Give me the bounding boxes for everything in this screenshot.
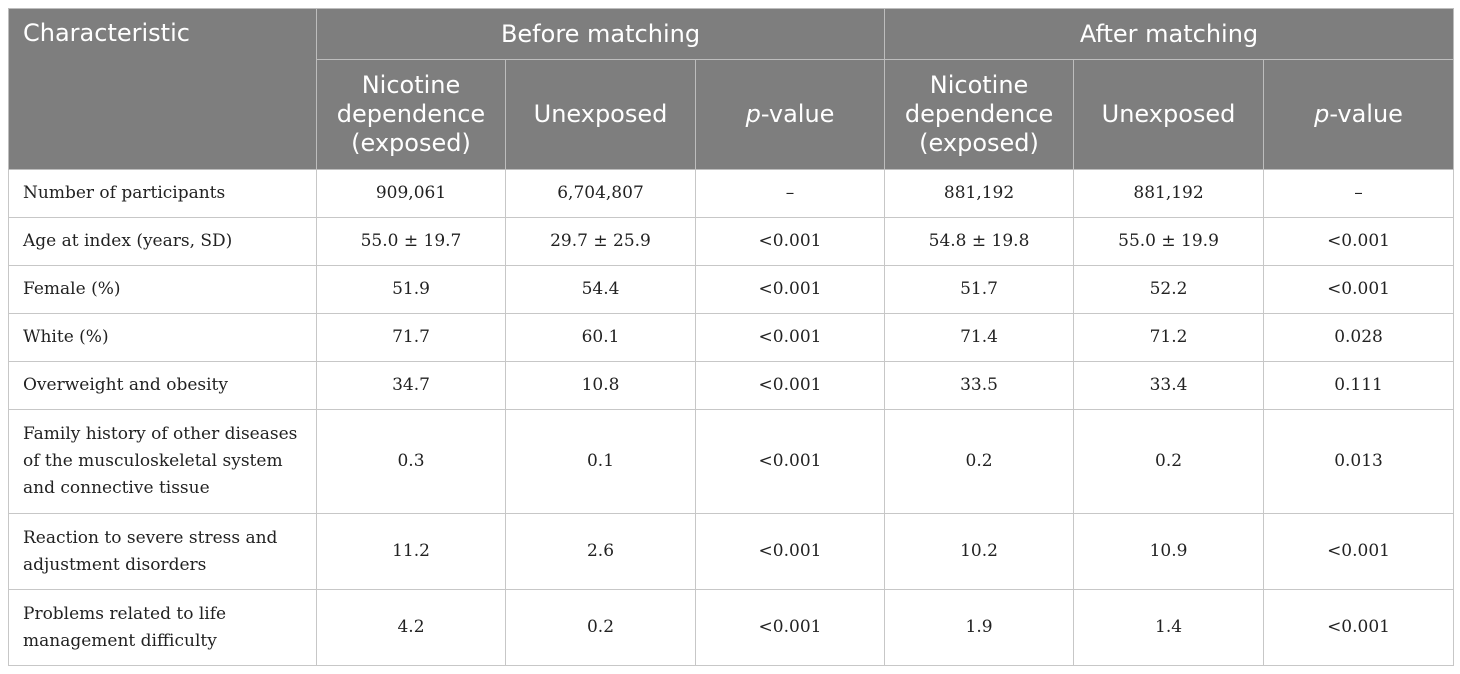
cell-before-unexposed: 0.1 bbox=[505, 409, 696, 514]
cell-before-p: <0.001 bbox=[694, 265, 886, 314]
cell-after-unexposed: 1.4 bbox=[1073, 589, 1265, 666]
table-row: Family history of other diseases of the … bbox=[8, 409, 1455, 514]
header-after-matching: After matching bbox=[884, 8, 1455, 60]
row-label: Problems related to life management diff… bbox=[8, 589, 317, 666]
cell-after-unexposed: 881,192 bbox=[1073, 169, 1265, 218]
row-label: Number of participants bbox=[8, 169, 317, 218]
cell-after-p: <0.001 bbox=[1263, 265, 1455, 314]
cell-before-unexposed: 60.1 bbox=[505, 313, 696, 362]
row-label: Family history of other diseases of the … bbox=[8, 409, 317, 514]
cell-before-exposed: 909,061 bbox=[316, 169, 506, 218]
p-rest: -value bbox=[1329, 100, 1403, 128]
cell-after-unexposed: 33.4 bbox=[1073, 361, 1265, 410]
characteristics-table: Characteristic Before matching After mat… bbox=[8, 8, 1455, 666]
cell-before-p: – bbox=[694, 169, 886, 218]
cell-after-p: – bbox=[1263, 169, 1455, 218]
cell-after-exposed: 71.4 bbox=[884, 313, 1075, 362]
row-label: Overweight and obesity bbox=[8, 361, 317, 410]
table-row: Reaction to severe stress and adjustment… bbox=[8, 513, 1455, 590]
cell-before-exposed: 51.9 bbox=[316, 265, 506, 314]
cell-before-exposed: 71.7 bbox=[316, 313, 506, 362]
p-italic: p bbox=[1314, 100, 1330, 128]
table-row: Female (%) 51.9 54.4 <0.001 51.7 52.2 <0… bbox=[8, 265, 1455, 314]
cell-after-unexposed: 71.2 bbox=[1073, 313, 1265, 362]
table-row: Age at index (years, SD) 55.0 ± 19.7 29.… bbox=[8, 217, 1455, 266]
header-characteristic: Characteristic bbox=[8, 8, 317, 170]
cell-before-unexposed: 10.8 bbox=[505, 361, 696, 410]
cell-after-unexposed: 55.0 ± 19.9 bbox=[1073, 217, 1265, 266]
cell-after-p: 0.028 bbox=[1263, 313, 1455, 362]
cell-before-p: <0.001 bbox=[694, 313, 886, 362]
cell-before-p: <0.001 bbox=[694, 409, 886, 514]
p-italic: p bbox=[745, 100, 761, 128]
cell-after-exposed: 1.9 bbox=[884, 589, 1075, 666]
cell-after-unexposed: 52.2 bbox=[1073, 265, 1265, 314]
header-after-exposed: Nicotine dependence (exposed) bbox=[884, 59, 1075, 170]
cell-before-p: <0.001 bbox=[694, 217, 886, 266]
row-label: Female (%) bbox=[8, 265, 317, 314]
header-after-unexposed: Unexposed bbox=[1073, 59, 1265, 170]
cell-before-exposed: 0.3 bbox=[316, 409, 506, 514]
cell-before-p: <0.001 bbox=[694, 361, 886, 410]
table-row: White (%) 71.7 60.1 <0.001 71.4 71.2 0.0… bbox=[8, 313, 1455, 362]
cell-before-exposed: 4.2 bbox=[316, 589, 506, 666]
table-row: Overweight and obesity 34.7 10.8 <0.001 … bbox=[8, 361, 1455, 410]
cell-before-unexposed: 2.6 bbox=[505, 513, 696, 590]
cell-after-unexposed: 0.2 bbox=[1073, 409, 1265, 514]
cell-before-unexposed: 6,704,807 bbox=[505, 169, 696, 218]
cell-before-exposed: 55.0 ± 19.7 bbox=[316, 217, 506, 266]
p-rest: -value bbox=[760, 100, 835, 128]
cell-before-exposed: 11.2 bbox=[316, 513, 506, 590]
cell-after-p: <0.001 bbox=[1263, 217, 1455, 266]
header-before-unexposed: Unexposed bbox=[505, 59, 696, 170]
header-before-p-value: p-value bbox=[694, 59, 886, 170]
row-label: Age at index (years, SD) bbox=[8, 217, 317, 266]
cell-before-p: <0.001 bbox=[694, 513, 886, 590]
cell-after-exposed: 33.5 bbox=[884, 361, 1075, 410]
cell-after-unexposed: 10.9 bbox=[1073, 513, 1265, 590]
cell-after-exposed: 0.2 bbox=[884, 409, 1075, 514]
cell-before-p: <0.001 bbox=[694, 589, 886, 666]
cell-before-unexposed: 0.2 bbox=[505, 589, 696, 666]
cell-after-exposed: 10.2 bbox=[884, 513, 1075, 590]
header-before-matching: Before matching bbox=[315, 8, 886, 60]
header-before-exposed: Nicotine dependence (exposed) bbox=[316, 59, 506, 170]
cell-after-exposed: 54.8 ± 19.8 bbox=[884, 217, 1075, 266]
table-row: Number of participants 909,061 6,704,807… bbox=[8, 169, 1455, 218]
cell-after-exposed: 881,192 bbox=[884, 169, 1075, 218]
cell-after-p: 0.013 bbox=[1263, 409, 1455, 514]
table-row: Problems related to life management diff… bbox=[8, 589, 1455, 666]
header-after-p-value: p-value bbox=[1263, 59, 1455, 170]
cell-after-p: 0.111 bbox=[1263, 361, 1455, 410]
cell-after-p: <0.001 bbox=[1263, 589, 1455, 666]
row-label: Reaction to severe stress and adjustment… bbox=[8, 513, 317, 590]
cell-before-exposed: 34.7 bbox=[316, 361, 506, 410]
row-label: White (%) bbox=[8, 313, 317, 362]
cell-after-exposed: 51.7 bbox=[884, 265, 1075, 314]
cell-after-p: <0.001 bbox=[1263, 513, 1455, 590]
cell-before-unexposed: 54.4 bbox=[505, 265, 696, 314]
cell-before-unexposed: 29.7 ± 25.9 bbox=[505, 217, 696, 266]
